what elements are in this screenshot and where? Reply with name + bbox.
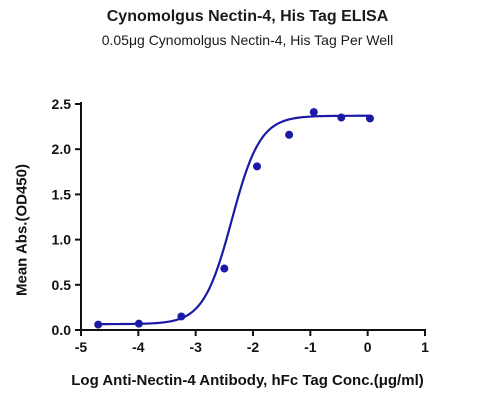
x-axis-label: Log Anti-Nectin-4 Antibody, hFc Tag Conc…	[71, 372, 424, 389]
data-point	[253, 162, 262, 171]
data-point	[309, 108, 318, 117]
x-tick-label: -4	[132, 339, 145, 355]
y-tick-label: 1.0	[52, 232, 72, 248]
x-tick-label: 1	[421, 339, 429, 355]
data-point	[94, 320, 103, 329]
chart-subtitle: 0.05μg Cynomolgus Nectin-4, His Tag Per …	[101, 32, 394, 48]
data-point	[220, 264, 229, 273]
data-point	[337, 113, 346, 122]
x-tick-label: 0	[364, 339, 372, 355]
data-point	[134, 319, 143, 328]
x-tick-label: -1	[304, 339, 317, 355]
y-tick-label: 2.5	[52, 96, 72, 112]
y-tick-label: 1.5	[52, 186, 72, 202]
fit-curve	[98, 114, 370, 326]
y-tick-label: 0.5	[52, 277, 72, 293]
chart-title: Cynomolgus Nectin-4, His Tag ELISA	[106, 8, 389, 25]
y-tick-label: 2.0	[52, 141, 72, 157]
y-tick-label: 0.0	[52, 322, 72, 338]
data-point	[285, 130, 294, 139]
x-tick-label: -5	[75, 339, 88, 355]
data-point	[177, 312, 186, 321]
data-point	[365, 114, 374, 123]
x-tick-label: -2	[247, 339, 260, 355]
x-tick-label: -3	[189, 339, 202, 355]
